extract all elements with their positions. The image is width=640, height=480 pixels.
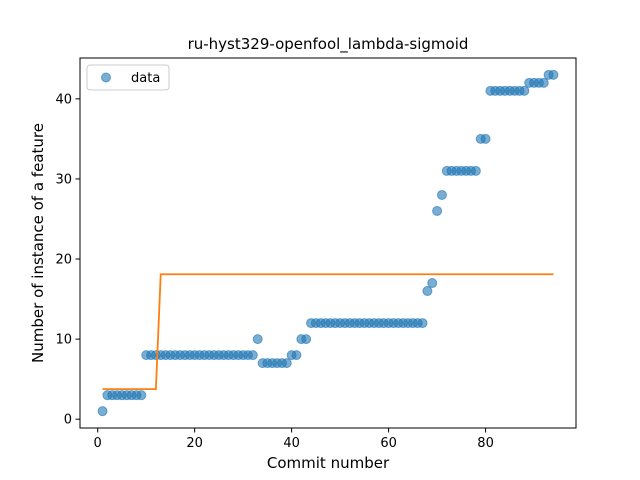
y-axis-label: Number of instance of a feature	[29, 123, 47, 363]
x-tick-label: 60	[380, 436, 397, 451]
data-point	[281, 358, 292, 369]
data-point	[252, 334, 263, 345]
data-point	[432, 205, 443, 216]
data-point	[422, 286, 433, 297]
x-tick-label: 20	[186, 436, 203, 451]
y-tick-label: 0	[64, 413, 72, 428]
data-point	[538, 77, 549, 88]
data-point	[470, 165, 481, 176]
x-tick-label: 40	[283, 436, 300, 451]
data-point	[417, 318, 428, 329]
data-point	[247, 350, 258, 361]
data-point	[548, 69, 559, 80]
data-point	[301, 334, 312, 345]
y-tick-label: 40	[55, 92, 72, 107]
y-tick-label: 10	[55, 333, 72, 348]
plot-area	[97, 69, 559, 417]
x-tick-label: 0	[94, 436, 102, 451]
legend-box	[86, 64, 170, 91]
x-tick-label: 80	[477, 436, 494, 451]
axes-frame	[79, 57, 577, 429]
legend-marker-data	[101, 72, 111, 83]
data-point	[480, 133, 491, 144]
data-point	[519, 85, 530, 96]
chart-title: ru-hyst329-openfool_lambda-sigmoid	[188, 35, 469, 54]
fit-line	[102, 273, 554, 391]
data-point	[436, 189, 447, 200]
data-point	[291, 350, 302, 361]
legend-label-data: data	[131, 71, 160, 86]
data-point	[97, 406, 108, 417]
y-tick-label: 20	[55, 253, 72, 268]
legend: data	[86, 64, 170, 91]
y-tick-label: 30	[55, 172, 72, 187]
data-point	[427, 278, 438, 289]
x-axis-label: Commit number	[267, 454, 390, 472]
data-point	[136, 390, 147, 401]
